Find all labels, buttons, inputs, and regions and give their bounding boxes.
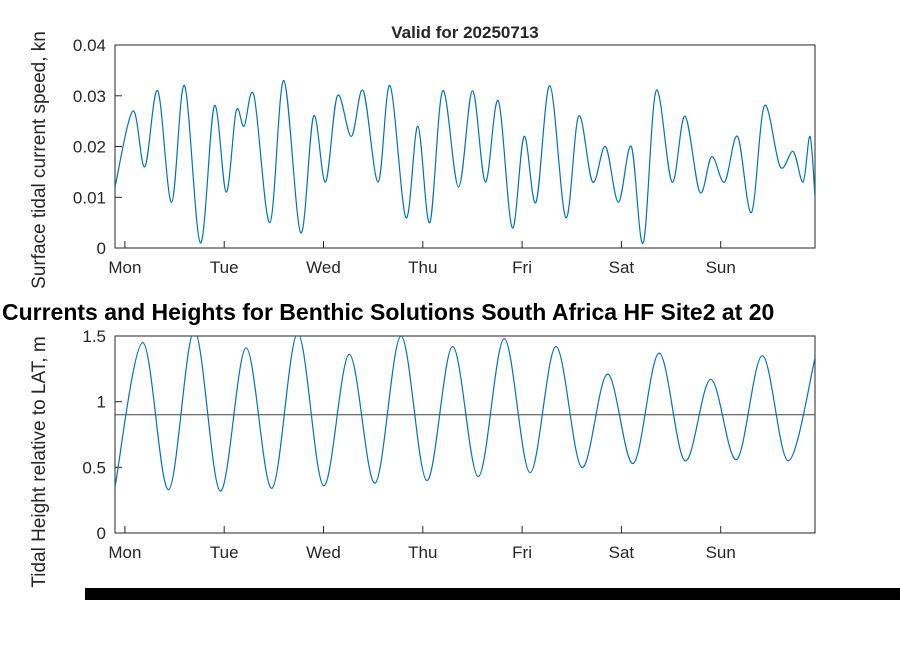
x-tick-label: Tue [210,258,239,277]
y-tick-label: 0.01 [73,188,106,207]
series-line [115,336,815,492]
x-tick-label: Mon [108,543,141,562]
y-tick-label: 0.03 [73,87,106,106]
y-tick-label: 0 [97,239,106,258]
axes-box [114,335,816,534]
x-tick-label: Sun [706,258,736,277]
current-speed-chart: 0 0.01 0.02 0.03 0.04 Mon Tue Wed Thu Fri Sat Sun Va… [73,23,816,277]
x-tick-label: Fri [512,258,532,277]
x-tick-label: Sun [706,543,736,562]
x-tick-label: Thu [408,258,437,277]
bottom-black-bar [85,588,900,600]
x-tick-label: Wed [306,543,341,562]
y-tick-label: 0.02 [73,138,106,157]
y-tick-label: 0 [97,524,106,543]
figure-main-title: Currents and Heights for Benthic Solutio… [2,299,775,325]
y-tick-label: 1 [97,393,106,412]
series-line [115,79,815,244]
x-tick-label: Tue [210,543,239,562]
figure-plot-area: 0 0.01 0.02 0.03 0.04 Mon Tue Wed Thu Fri Sat Sun Va… [73,23,816,562]
x-tick-label: Thu [408,543,437,562]
figure-window: 0 0.01 0.02 0.03 0.04 Mon Tue Wed Thu Fri Sat Sun Va… [2,23,900,600]
x-tick-label: Sat [609,543,635,562]
x-tick-label: Mon [108,258,141,277]
y-tick-label: 1.5 [82,327,106,346]
tidal-height-chart: 0 0.5 1 1.5 Mon Tue Wed Thu Fri Sat Sun [82,327,816,562]
x-tick-label: Sat [609,258,635,277]
y-tick-label: 0.5 [82,458,106,477]
chart-title: Valid for 20250713 [391,23,538,42]
x-tick-label: Wed [306,258,341,277]
x-tick-label: Fri [512,543,532,562]
y-tick-label: 0.04 [73,36,106,55]
